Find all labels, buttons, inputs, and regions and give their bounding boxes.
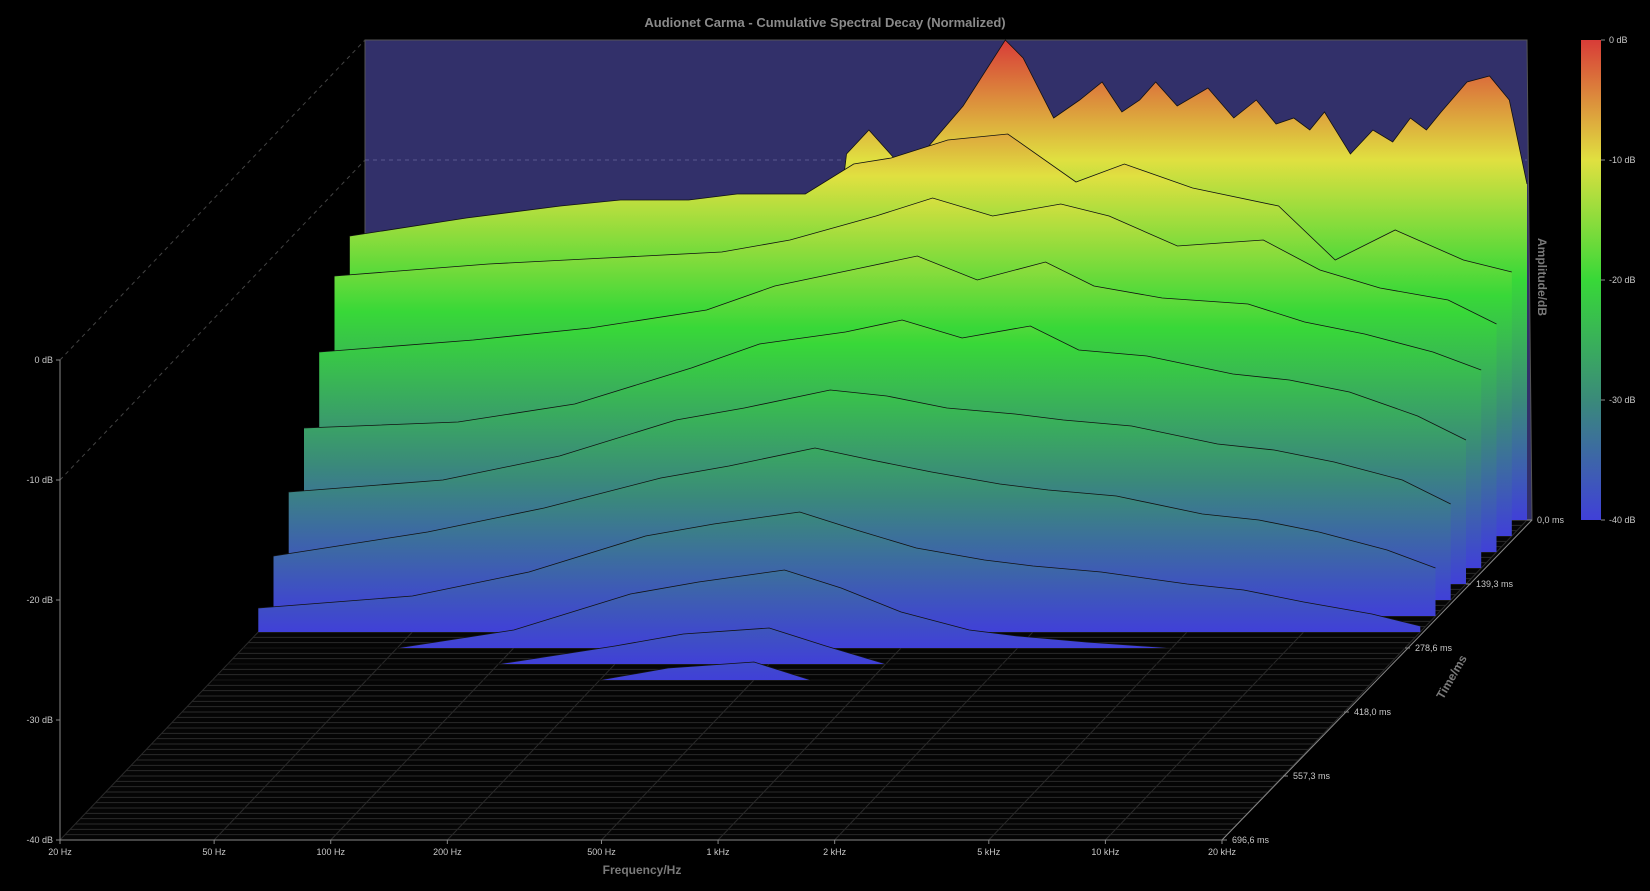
decay-slice-fill: [258, 512, 1421, 632]
colorbar: 0 dB -10 dB -20 dB -30 dB -40 dB: [1581, 35, 1636, 525]
decay-slice-fill: [212, 662, 1375, 680]
amplitude-tick-label: -20 dB: [26, 595, 53, 605]
amplitude-tick-label: -40 dB: [26, 835, 53, 845]
amplitude-axis-title: Amplitude/dB: [1535, 238, 1549, 316]
time-axis-title: Time/ms: [1433, 652, 1470, 701]
colorbar-tick-label: -20 dB: [1609, 275, 1636, 285]
time-tick-label: 418,0 ms: [1354, 707, 1392, 717]
frequency-tick-label: 2 kHz: [823, 847, 847, 857]
time-tick-label: 0,0 ms: [1537, 515, 1565, 525]
frequency-tick-label: 50 Hz: [202, 847, 226, 857]
x-axis-title: Frequency/Hz: [603, 863, 682, 877]
decay-slice-line: [227, 627, 1390, 665]
colorbar-tick-label: -30 dB: [1609, 395, 1636, 405]
decay-slice-line: [334, 197, 1497, 325]
decay-slice-line: [319, 255, 1482, 371]
decay-slice-line: [288, 389, 1451, 505]
frequency-tick-label: 200 Hz: [433, 847, 462, 857]
frequency-tick-label: 100 Hz: [316, 847, 345, 857]
decay-slice-line: [303, 319, 1467, 441]
colorbar-tick-label: -40 dB: [1609, 515, 1636, 525]
frequency-tick-label: 500 Hz: [587, 847, 616, 857]
colorbar-gradient: [1581, 40, 1601, 520]
colorbar-tick-label: 0 dB: [1609, 35, 1628, 45]
decay-slice-line: [243, 569, 1405, 649]
colorbar-tick-label: -10 dB: [1609, 155, 1636, 165]
time-axis-line: [1221, 519, 1533, 841]
amplitude-tick-label: -30 dB: [26, 715, 53, 725]
decay-slice-line: [258, 511, 1421, 627]
time-tick-label: 278,6 ms: [1415, 643, 1453, 653]
left-wall-guide: [59, 39, 366, 361]
left-wall-guide: [59, 159, 366, 481]
time-tick-label: 557,3 ms: [1293, 771, 1331, 781]
time-tick-label: 139,3 ms: [1476, 579, 1514, 589]
decay-slices: [212, 39, 1528, 681]
time-tick-label: 696,6 ms: [1232, 835, 1270, 845]
decay-slice-line: [212, 661, 1375, 681]
decay-slice-fill: [243, 570, 1405, 648]
amplitude-tick-label: 0 dB: [34, 355, 53, 365]
frequency-tick-label: 20 Hz: [48, 847, 72, 857]
frequency-tick-label: 1 kHz: [707, 847, 731, 857]
decay-slice-line: [349, 133, 1512, 273]
amplitude-tick-label: -10 dB: [26, 475, 53, 485]
frequency-tick-label: 20 kHz: [1208, 847, 1237, 857]
frequency-tick-label: 10 kHz: [1091, 847, 1120, 857]
frequency-tick-label: 5 kHz: [977, 847, 1001, 857]
chart-title: Audionet Carma - Cumulative Spectral Dec…: [644, 15, 1005, 30]
axes: 0 dB -10 dB -20 dB -30 dB -40 dB 20 Hz 50 Hz 10…: [26, 355, 1564, 857]
decay-slice-fill: [227, 628, 1390, 664]
decay-slice-line: [273, 447, 1436, 569]
